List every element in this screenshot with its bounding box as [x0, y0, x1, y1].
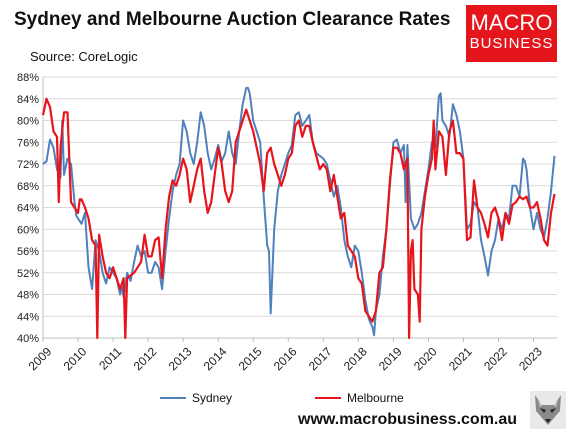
x-tick-label: 2013	[166, 344, 195, 373]
y-tick-label: 72%	[17, 159, 39, 171]
x-tick-label: 2014	[201, 344, 230, 373]
y-tick-label: 60%	[17, 224, 39, 236]
y-tick-label: 48%	[17, 290, 39, 302]
y-tick-label: 56%	[17, 246, 39, 258]
logo-line-1: MACRO	[470, 10, 553, 35]
y-tick-label: 68%	[17, 181, 39, 193]
legend-item-melbourne: Melbourne	[315, 391, 404, 405]
y-tick-label: 64%	[17, 203, 39, 215]
series-line-melbourne	[41, 97, 556, 340]
x-tick-label: 2011	[96, 344, 124, 372]
fox-icon	[530, 391, 566, 429]
x-tick-label: 2023	[516, 344, 545, 373]
y-tick-label: 40%	[17, 333, 39, 345]
chart-title: Sydney and Melbourne Auction Clearance R…	[14, 9, 451, 30]
legend-swatch-melbourne	[315, 397, 341, 399]
line-chart: 40%44%48%52%56%60%64%68%72%76%80%84%88% …	[17, 72, 557, 373]
x-tick-label: 2015	[236, 344, 265, 373]
legend-swatch-sydney	[160, 397, 186, 399]
x-tick-label: 2016	[271, 344, 300, 373]
y-tick-label: 76%	[17, 137, 39, 149]
x-tick-label: 2020	[411, 344, 440, 373]
logo-line-2: BUSINESS	[469, 35, 554, 52]
y-tick-label: 84%	[17, 94, 39, 106]
x-tick-label: 2019	[376, 344, 405, 373]
y-tick-label: 80%	[17, 116, 39, 128]
y-tick-label: 52%	[17, 268, 39, 280]
x-axis: 2009 2010 2011 2012 2013 2014 2015 2016 2017 2018…	[26, 77, 557, 373]
x-tick-label: 2012	[131, 344, 160, 373]
brand-logo[interactable]: MACRO BUSINESS	[466, 5, 557, 62]
y-tick-label: 88%	[17, 72, 39, 84]
x-tick-label: 2021	[446, 344, 475, 373]
y-axis: 40% 44% 48% 52% 56% 60% 64% 68% 72% 76% 80% 84% 88%	[17, 72, 39, 345]
y-tick-label: 44%	[17, 311, 39, 323]
chart-legend: Sydney Melbourne	[0, 391, 575, 411]
x-tick-label: 2018	[341, 344, 370, 373]
x-tick-label: 2009	[26, 344, 55, 373]
x-tick-label: 2022	[481, 344, 510, 373]
x-tick-label: 2017	[306, 344, 335, 373]
chart-source: Source: CoreLogic	[30, 49, 138, 64]
chart-series	[41, 86, 556, 340]
legend-label-melbourne: Melbourne	[347, 391, 404, 405]
website-url[interactable]: www.macrobusiness.com.au	[298, 411, 518, 428]
legend-label-sydney: Sydney	[192, 391, 233, 405]
legend-item-sydney: Sydney	[160, 391, 232, 405]
x-tick-label: 2010	[61, 344, 90, 373]
